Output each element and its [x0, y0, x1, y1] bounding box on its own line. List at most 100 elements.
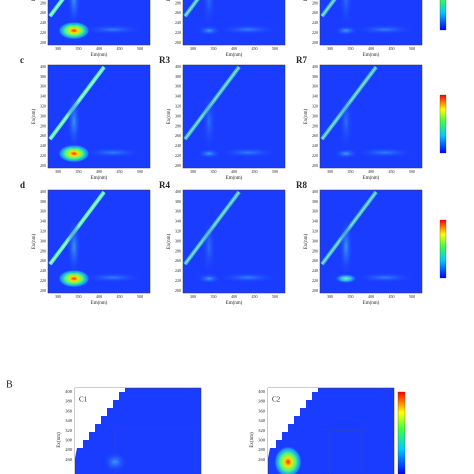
- y-tick-label: 260: [175, 133, 181, 138]
- y-tick-label: 400: [65, 389, 73, 394]
- y-tick-label: 300: [65, 438, 73, 443]
- fluorescence-peak: [334, 148, 358, 159]
- y-axis-label: Ex(nm): [32, 234, 37, 250]
- x-tick-label: 400: [231, 169, 237, 174]
- y-tick-label: 220: [175, 278, 181, 283]
- y-tick-label: 260: [312, 258, 318, 263]
- x-axis-label: Em(nm): [91, 176, 108, 181]
- x-tick-label: 400: [96, 169, 102, 174]
- x-axis-label: Em(nm): [226, 53, 243, 58]
- x-tick-label: 350: [348, 294, 354, 299]
- scatter-band-core: [321, 0, 335, 17]
- x-tick-label: 300: [190, 169, 196, 174]
- x-tick-label: 300: [190, 46, 196, 51]
- y-tick-label: 280: [175, 0, 181, 5]
- x-tick-label: 300: [55, 169, 61, 174]
- fluorescence-tail: [339, 216, 353, 277]
- row-label: c: [20, 55, 24, 65]
- y-tick-label: 220: [312, 278, 318, 283]
- missing-region: [268, 388, 318, 458]
- x-tick-label: 500: [272, 294, 278, 299]
- x-tick-label: 450: [389, 169, 395, 174]
- y-tick-label: 260: [65, 457, 73, 462]
- y-tick-label: 300: [40, 238, 46, 243]
- y-tick-label: 200: [40, 163, 46, 168]
- y-tick-label: 340: [40, 94, 46, 99]
- y-tick-label: 340: [175, 94, 181, 99]
- fluorescence-tail: [355, 147, 415, 158]
- y-tick-label: 220: [312, 30, 318, 35]
- fluorescence-tail: [67, 216, 81, 277]
- y-tick-label: 360: [175, 84, 181, 89]
- plot-area: [182, 0, 286, 46]
- fluorescence-peak: [197, 273, 221, 284]
- fluorescence-tail: [202, 0, 216, 29]
- x-axis-label: Em(nm): [91, 53, 108, 58]
- panel-label: R4: [159, 180, 170, 190]
- y-tick-label: 300: [312, 238, 318, 243]
- x-tick-label: 350: [76, 294, 82, 299]
- fluorescence-peak: [58, 21, 90, 40]
- y-tick-label: 340: [40, 219, 46, 224]
- y-tick-label: 200: [312, 163, 318, 168]
- y-tick-label: 380: [40, 74, 46, 79]
- x-tick-label: 450: [389, 46, 395, 51]
- y-tick-label: 340: [312, 94, 318, 99]
- fluorescence-tail: [339, 91, 353, 152]
- colorbar: [439, 94, 447, 154]
- y-axis-label: Ex(nm): [250, 432, 255, 448]
- fluorescence-peak: [197, 25, 221, 36]
- fluorescence-tail: [355, 24, 415, 35]
- y-tick-label: 220: [40, 278, 46, 283]
- y-tick-label: 400: [175, 189, 181, 194]
- fluorescence-tail: [83, 272, 143, 283]
- y-tick-label: 320: [175, 229, 181, 234]
- y-tick-label: 240: [40, 268, 46, 273]
- region-box: [329, 429, 363, 474]
- y-tick-label: 400: [40, 189, 46, 194]
- fluorescence-tail: [202, 216, 216, 277]
- y-tick-label: 200: [175, 163, 181, 168]
- x-tick-label: 300: [327, 169, 333, 174]
- y-tick-label: 260: [40, 10, 46, 15]
- y-tick-label: 380: [312, 74, 318, 79]
- y-tick-label: 340: [258, 418, 266, 423]
- component-peak: [274, 446, 302, 474]
- x-tick-label: 500: [272, 169, 278, 174]
- x-tick-label: 300: [55, 46, 61, 51]
- y-tick-label: 360: [312, 84, 318, 89]
- y-tick-label: 280: [258, 447, 266, 452]
- row-label: d: [20, 180, 25, 190]
- y-tick-label: 220: [40, 153, 46, 158]
- fluorescence-peak: [58, 269, 90, 288]
- y-tick-label: 400: [312, 189, 318, 194]
- y-tick-label: 360: [258, 408, 266, 413]
- y-tick-label: 300: [40, 113, 46, 118]
- y-tick-label: 300: [175, 113, 181, 118]
- y-tick-label: 360: [175, 209, 181, 214]
- y-tick-label: 220: [175, 153, 181, 158]
- fluorescence-tail: [202, 91, 216, 152]
- fluorescence-peak: [334, 25, 358, 36]
- panel-label: C1: [79, 396, 88, 404]
- y-tick-label: 240: [175, 268, 181, 273]
- y-tick-label: 200: [175, 40, 181, 45]
- y-tick-label: 400: [258, 389, 266, 394]
- x-tick-label: 450: [117, 294, 123, 299]
- y-tick-label: 360: [40, 209, 46, 214]
- x-tick-label: 450: [117, 169, 123, 174]
- y-tick-label: 200: [175, 288, 181, 293]
- x-axis-label: Em(nm): [226, 301, 243, 306]
- y-tick-label: 240: [312, 268, 318, 273]
- y-tick-label: 240: [40, 20, 46, 25]
- x-tick-label: 350: [348, 169, 354, 174]
- y-tick-label: 240: [312, 143, 318, 148]
- y-tick-label: 280: [40, 248, 46, 253]
- y-tick-label: 240: [312, 20, 318, 25]
- missing-region: [75, 388, 125, 458]
- y-tick-label: 280: [40, 123, 46, 128]
- y-axis-label: Ex(nm): [57, 432, 62, 448]
- fluorescence-peak: [334, 273, 358, 284]
- y-tick-label: 260: [40, 133, 46, 138]
